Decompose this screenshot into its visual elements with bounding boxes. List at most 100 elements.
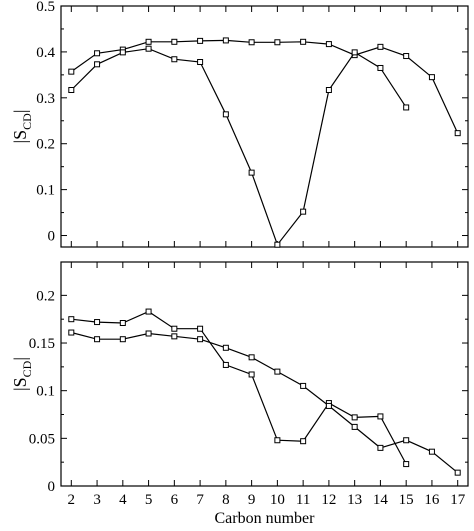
y-tick-label: 0.2: [36, 137, 55, 153]
series-1-point: [68, 316, 75, 323]
series-1-line: [71, 310, 407, 465]
y-axis-label: |SCD|: [10, 110, 34, 144]
y-tick-label: 0.4: [36, 45, 55, 61]
x-tick-label: 4: [119, 492, 127, 508]
series-1-point: [325, 41, 332, 48]
series-1-point: [222, 37, 229, 44]
bottom-panel: 2 3 4 5 6 7 8 9 10 11 12 13 14 15 16 17 0 0.05 0.1 0.15 0.2 |…: [10, 261, 469, 527]
x-tick-label: 3: [93, 492, 101, 508]
series-2-point: [300, 208, 307, 215]
y-tick-label: 0: [48, 479, 56, 495]
series-2-point: [94, 61, 101, 68]
series-2-line: [71, 331, 459, 474]
x-tick-label: 11: [296, 492, 310, 508]
x-tick-label: 14: [373, 492, 389, 508]
series-2-point: [428, 448, 435, 455]
series-1-point: [94, 319, 101, 326]
series-1-point: [300, 38, 307, 45]
series-2-point: [222, 344, 229, 351]
series-1-point: [403, 461, 410, 468]
plot-frame: [60, 5, 469, 248]
series-1-point: [197, 37, 204, 44]
y-tick-label: 0.2: [36, 288, 55, 304]
y-tick-label: 0.3: [36, 91, 55, 107]
y-tick-label: 0.1: [36, 384, 55, 400]
series-2-point: [325, 402, 332, 409]
y-tick-label: 0.05: [29, 431, 55, 447]
x-tick-label: 6: [171, 492, 179, 508]
series-1-point: [171, 325, 178, 332]
series-2-point: [325, 87, 332, 94]
y-axis-label: |SCD|: [10, 357, 34, 391]
series-1-point: [94, 50, 101, 57]
y-tick-label: 0: [48, 229, 56, 245]
y-axis-label-subscript: CD: [20, 360, 34, 377]
x-tick-label: 2: [68, 492, 76, 508]
y-tick-label: 0.1: [36, 183, 55, 199]
series-2-point: [197, 336, 204, 343]
x-tick-label: 13: [347, 492, 362, 508]
series-2-point: [68, 329, 75, 336]
series-2-line: [70, 48, 407, 246]
series-1-point: [68, 68, 75, 75]
x-tick-label: 9: [248, 492, 256, 508]
x-tick-label: 8: [222, 492, 230, 508]
series-2-point: [197, 59, 204, 66]
series-2-point: [248, 354, 255, 361]
series-1-point: [248, 39, 255, 46]
series-2-point: [119, 49, 126, 56]
series-2-point: [351, 49, 358, 56]
series-1-point: [377, 43, 384, 50]
y-axis-label-end: |: [10, 357, 30, 361]
series-1-point: [145, 38, 152, 45]
series-2-point: [403, 104, 410, 111]
x-axis-label: Carbon number: [215, 510, 316, 526]
series-1-point: [428, 74, 435, 81]
y-tick-label: 0.15: [29, 336, 55, 352]
series-1-point: [274, 39, 281, 46]
plot-frame: [60, 261, 469, 487]
series-2-point: [274, 368, 281, 375]
x-tick-label: 15: [399, 492, 414, 508]
series-2-point: [377, 64, 384, 71]
series-1-point: [171, 38, 178, 45]
series-1-point: [145, 308, 152, 315]
series-2-point: [119, 336, 126, 343]
series-1-point: [222, 361, 229, 368]
series-2-point: [248, 169, 255, 176]
series-2-point: [94, 336, 101, 343]
x-tick-label: 7: [196, 492, 204, 508]
series-2-point: [377, 444, 384, 451]
top-panel: 0 0.1 0.2 0.3 0.4 0.5 |SCD|: [10, 0, 469, 248]
series-2-point: [171, 56, 178, 63]
series-1-point: [454, 130, 461, 137]
y-axis-label-end: |: [10, 110, 30, 114]
series-2-point: [145, 45, 152, 52]
y-axis-label-subscript: CD: [20, 113, 34, 130]
x-tick-label: 5: [145, 492, 153, 508]
x-tick-label: 12: [321, 492, 336, 508]
series-2-point: [222, 111, 229, 118]
series-1-point: [274, 437, 281, 444]
series-2-point: [403, 437, 410, 444]
series-1-point: [119, 320, 126, 327]
series-2-point: [145, 330, 152, 337]
series-2-point: [171, 333, 178, 340]
series-2-point: [68, 87, 75, 94]
x-tick-label: 16: [424, 492, 440, 508]
series-1-point: [248, 371, 255, 378]
y-axis-label-main: |S: [10, 377, 30, 391]
series-1-line: [70, 39, 459, 134]
y-axis-label-main: |S: [10, 130, 30, 144]
series-2-point: [274, 241, 281, 248]
series-1-point: [300, 438, 307, 445]
series-1-point: [377, 413, 384, 420]
series-2-point: [351, 423, 358, 430]
series-1-point: [197, 325, 204, 332]
series-1-point: [351, 414, 358, 421]
x-tick-label: 17: [450, 492, 466, 508]
x-tick-label: 10: [270, 492, 285, 508]
y-tick-label: 0.5: [36, 0, 55, 15]
